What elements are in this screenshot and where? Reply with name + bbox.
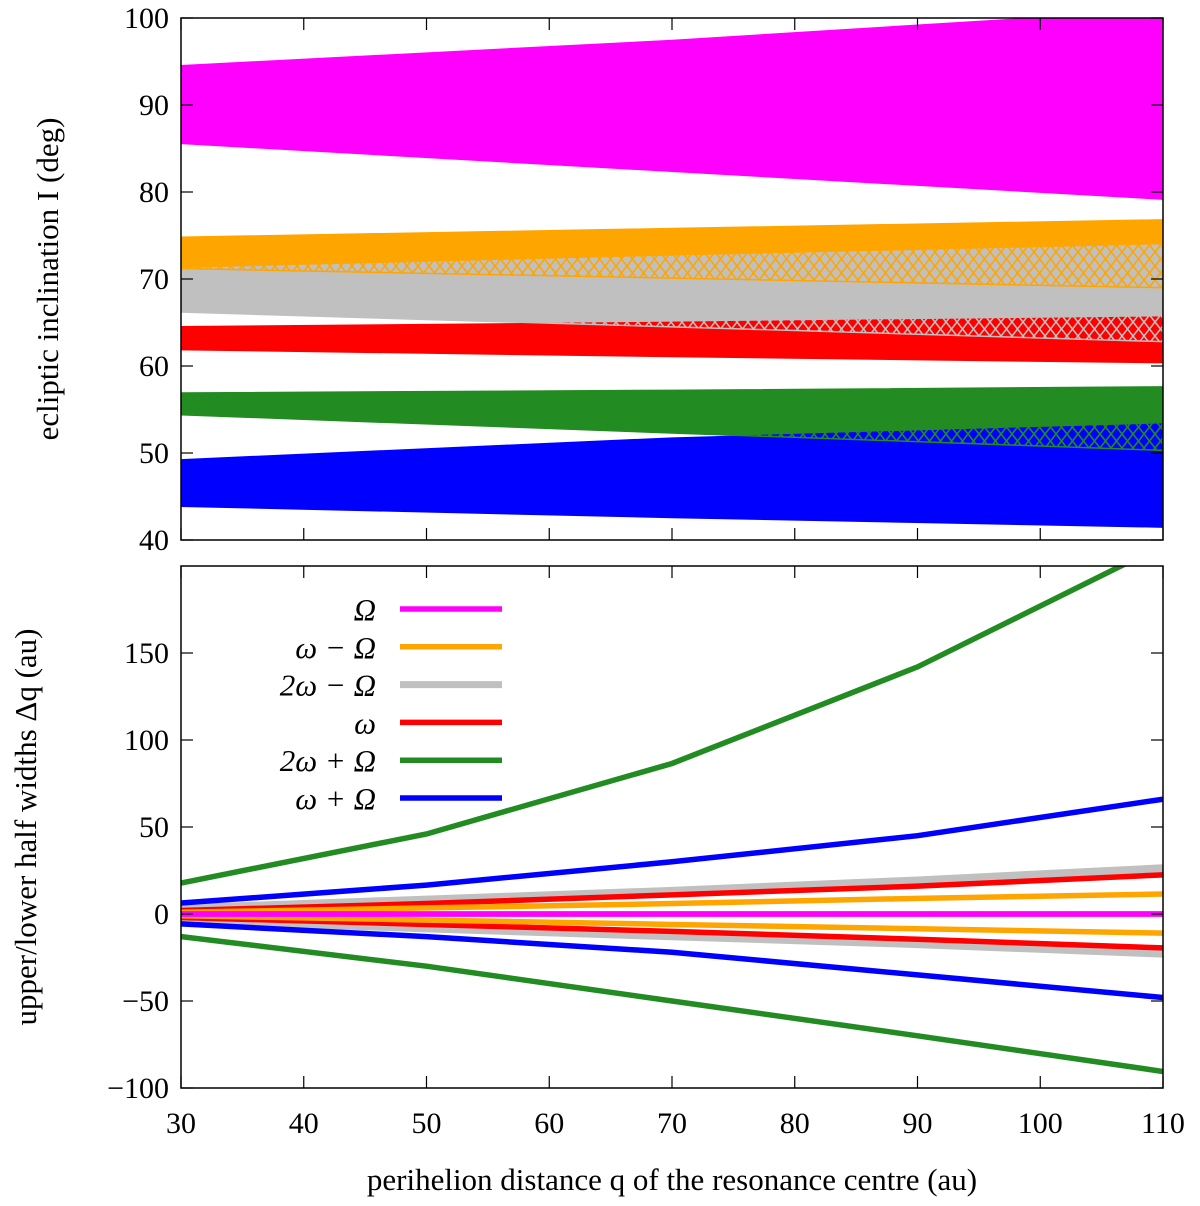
x-tick-label: 80: [780, 1107, 810, 1140]
bottom-y-axis-label: upper/lower half widths Δq (au): [8, 629, 43, 1026]
top-plot-area: [181, 18, 1163, 528]
x-tick-label: 50: [412, 1107, 442, 1140]
line-ω + Ω-lower: [181, 921, 1163, 1001]
band-overlap-hatch: [181, 219, 1163, 289]
y-tick-label: 100: [124, 724, 169, 757]
legend-label: ω: [354, 705, 376, 740]
x-axis-label: perihelion distance q of the resonance c…: [367, 1162, 977, 1197]
line-2ω + Ω-lower: [181, 933, 1163, 1075]
x-tick-label: 110: [1141, 1107, 1185, 1140]
x-tick-label: 70: [657, 1107, 687, 1140]
line-2ω − Ω-lower: [181, 914, 1163, 958]
y-tick-label: 70: [139, 263, 169, 296]
y-tick-label: 50: [139, 811, 169, 844]
line-ω-lower: [181, 914, 1163, 951]
line-ω − Ω-upper: [181, 891, 1163, 916]
y-tick-label: 60: [139, 350, 169, 383]
band-ω + Ω: [181, 423, 1163, 528]
y-tick-label: 80: [139, 176, 169, 209]
line-ω-upper: [181, 872, 1163, 914]
band-Ω: [181, 18, 1163, 200]
y-tick-label: 40: [139, 524, 169, 557]
y-tick-label: −50: [122, 985, 169, 1018]
legend-label: ω + Ω: [295, 781, 376, 816]
line-ω − Ω-lower: [181, 912, 1163, 936]
legend-label: ω − Ω: [295, 630, 376, 665]
line-2ω − Ω-upper: [181, 864, 1163, 914]
legend-label: 2ω + Ω: [280, 743, 376, 778]
legend-label: Ω: [354, 592, 376, 627]
y-tick-label: 100: [124, 2, 169, 35]
inclination-panel: 40 50 60 70 80 90 100: [124, 2, 1164, 557]
y-tick-label: 0: [154, 898, 169, 931]
line-2ω + Ω-upper: [181, 566, 1128, 886]
y-tick-label: −100: [107, 1072, 169, 1105]
y-tick-label: 50: [139, 437, 169, 470]
x-tick-label: 30: [166, 1107, 196, 1140]
band-overlap-hatch: [181, 386, 1163, 452]
bottom-plot-area: [181, 566, 1163, 1075]
y-tick-label: 150: [124, 637, 169, 670]
line-ω + Ω-upper: [181, 796, 1163, 906]
top-y-axis-label: ecliptic inclination I (deg): [30, 118, 65, 441]
x-tick-label: 60: [534, 1107, 564, 1140]
x-tick-label: 90: [903, 1107, 933, 1140]
legend-label: 2ω − Ω: [280, 668, 376, 703]
x-tick-label: 40: [289, 1107, 319, 1140]
y-tick-label: 90: [139, 89, 169, 122]
x-tick-label: 100: [1018, 1107, 1063, 1140]
